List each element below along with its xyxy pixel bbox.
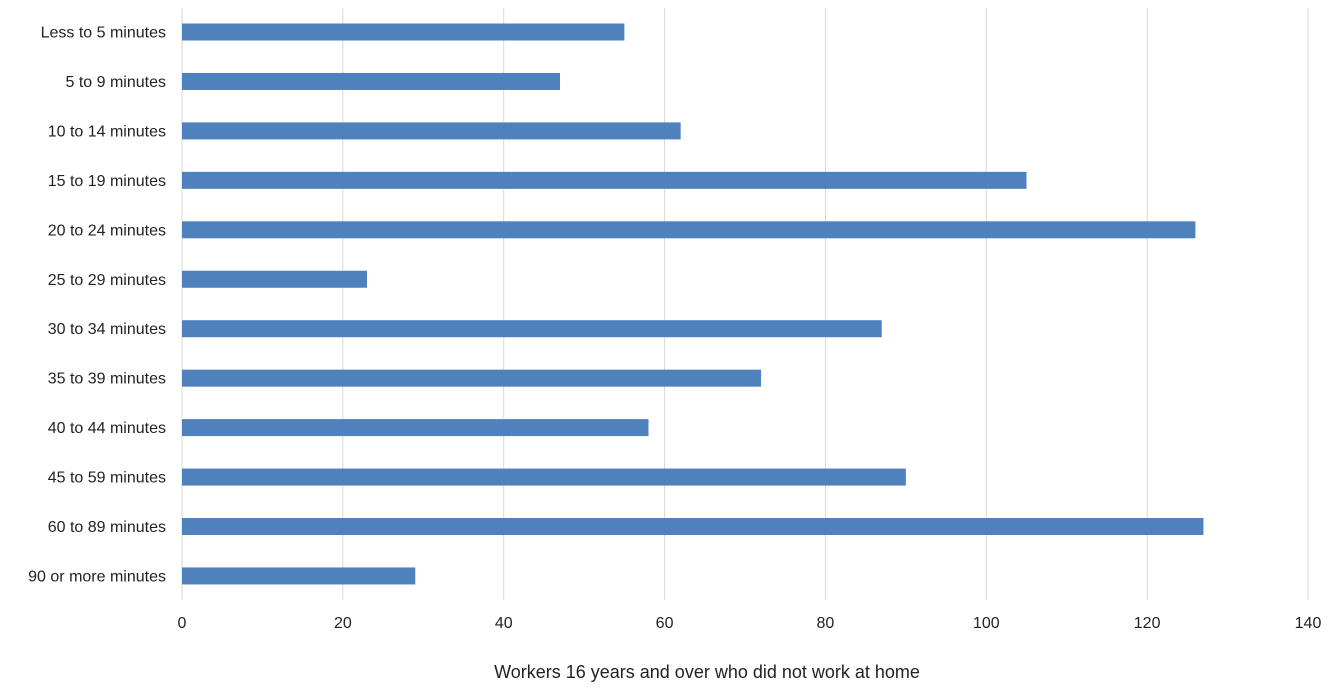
x-tick-label: 40 xyxy=(495,615,513,632)
bars xyxy=(182,23,1204,585)
category-label: Less to 5 minutes xyxy=(41,25,166,42)
category-label: 35 to 39 minutes xyxy=(48,371,166,388)
category-label: 90 or more minutes xyxy=(28,568,166,585)
category-label: 45 to 59 minutes xyxy=(48,470,166,487)
category-label: 60 to 89 minutes xyxy=(48,519,166,536)
x-axis-title: Workers 16 years and over who did not wo… xyxy=(494,662,920,682)
bar xyxy=(182,419,649,437)
x-tick-labels: 0 20 40 60 80 100 120 140 xyxy=(178,615,1322,632)
bar xyxy=(182,122,681,140)
x-tick-label: 60 xyxy=(656,615,674,632)
bar xyxy=(182,320,882,338)
bar xyxy=(182,270,367,288)
bar xyxy=(182,468,906,486)
bar xyxy=(182,369,762,387)
category-label: 25 to 29 minutes xyxy=(48,272,166,289)
x-tick-label: 80 xyxy=(817,615,835,632)
bar xyxy=(182,518,1204,535)
category-label: 15 to 19 minutes xyxy=(48,173,166,190)
x-tick-label: 120 xyxy=(1134,615,1161,632)
bar xyxy=(182,72,561,90)
x-tick-label: 140 xyxy=(1295,615,1322,632)
category-labels: Less to 5 minutes 5 to 9 minutes 10 to 14 … xyxy=(28,25,166,586)
x-tick-label: 20 xyxy=(334,615,352,632)
category-label: 30 to 34 minutes xyxy=(48,321,166,338)
bar xyxy=(182,171,1027,189)
x-tick-label: 0 xyxy=(178,615,187,632)
category-label: 40 to 44 minutes xyxy=(48,420,166,437)
bar xyxy=(182,23,625,41)
category-label: 10 to 14 minutes xyxy=(48,123,166,140)
category-label: 5 to 9 minutes xyxy=(66,74,167,91)
bar xyxy=(182,567,416,585)
category-label: 20 to 24 minutes xyxy=(48,222,166,239)
gridlines xyxy=(181,8,1309,600)
x-tick-label: 100 xyxy=(973,615,1000,632)
bar xyxy=(182,221,1196,239)
